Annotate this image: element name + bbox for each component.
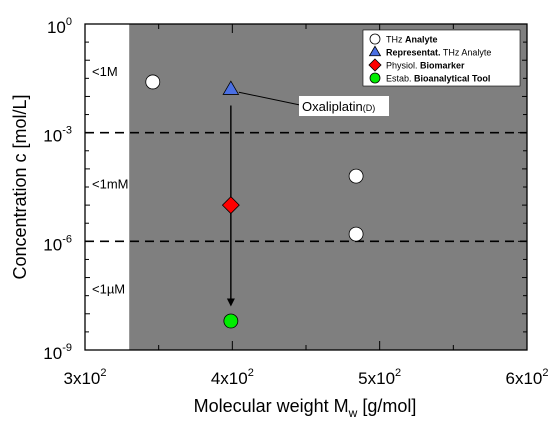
annotation-box [299, 96, 389, 116]
x-tick-label: 4x102 [211, 367, 254, 388]
legend: THz Analyte Representat. THz Analyte Physi… [362, 29, 521, 87]
y-tick-label: 10-3 [43, 125, 72, 146]
data-point-circle [348, 226, 364, 242]
data-point-circle [348, 168, 364, 184]
legend-marker [369, 72, 381, 84]
y-tick-label: 10-9 [43, 342, 72, 363]
region-labels: <1M <1mM <1µM [92, 64, 128, 296]
data-point-circle [145, 74, 161, 90]
legend-entry: Estab. Bioanalytical Tool [386, 74, 490, 84]
arrow-head [226, 298, 235, 307]
x-tick-labels: 3x102 4x102 5x102 6x102 [64, 367, 549, 388]
legend-marker [368, 58, 382, 72]
y-tick-labels: 100 10-3 10-6 10-9 [43, 16, 72, 363]
region-label: <1µM [92, 281, 125, 296]
y-tick-label: 100 [47, 16, 72, 37]
x-axis-label: Molecular weight Mw [g/mol] [194, 396, 417, 420]
x-tick-label: 5x102 [358, 367, 401, 388]
data-point-triangle [222, 80, 240, 95]
legend-box [362, 29, 521, 87]
legend-entry: THz Analyte [386, 35, 438, 45]
threshold-lines [85, 131, 527, 243]
legend-marker [368, 45, 382, 57]
x-tick-label: 6x102 [506, 367, 549, 388]
data-points [145, 74, 364, 329]
data-point-circle [223, 313, 239, 329]
region-label: <1M [92, 64, 118, 79]
legend-entry: Physiol. Biomarker [386, 61, 465, 71]
annotation-label: Oxaliplatin(D) [302, 99, 375, 114]
y-axis-label: Concentration c [mol/L] [10, 94, 30, 279]
data-point-diamond [221, 196, 240, 215]
region-label: <1mM [92, 176, 128, 191]
legend-marker [369, 33, 381, 45]
y-tick-label: 10-6 [43, 233, 72, 254]
legend-entry: Representat. THz Analyte [386, 48, 491, 58]
annotation: Oxaliplatin(D) [238, 91, 389, 116]
plot-frame [84, 23, 528, 351]
x-tick-label: 3x102 [64, 367, 107, 388]
annotation-leader [238, 91, 301, 106]
